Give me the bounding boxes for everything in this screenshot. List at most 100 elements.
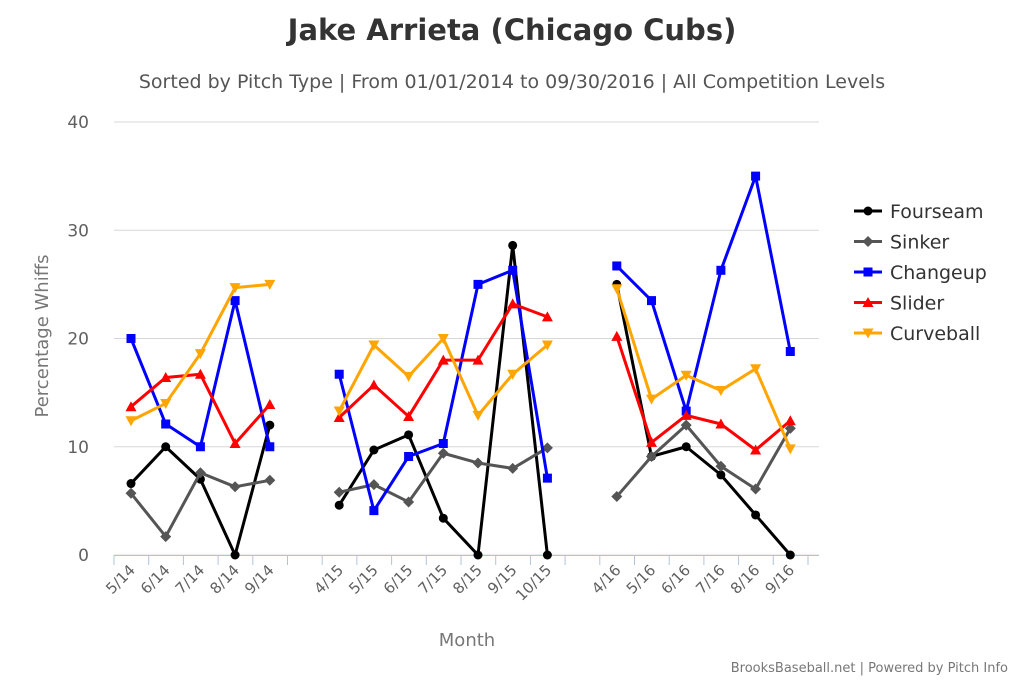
series-sinker — [125, 419, 796, 543]
legend-swatch-marker — [863, 267, 873, 277]
curveball-point — [368, 340, 380, 351]
fourseam-point — [508, 240, 518, 250]
curveball-line — [615, 288, 792, 450]
curveball-point — [541, 340, 553, 351]
sinker-point — [194, 467, 206, 479]
changeup-point — [161, 419, 171, 429]
y-tick-label: 20 — [67, 330, 89, 350]
legend-item-curveball[interactable]: Curveball — [854, 323, 980, 345]
changeup-point — [508, 265, 518, 275]
slider-point — [125, 401, 137, 412]
slider-point — [368, 379, 380, 390]
x-tick-label: 9/16 — [762, 561, 799, 598]
x-tick-label: 5/15 — [345, 561, 382, 598]
legend-swatch-marker — [862, 236, 874, 247]
x-tick-label: 8/15 — [449, 561, 486, 598]
fourseam-point — [681, 442, 691, 452]
legend-label: Slider — [890, 293, 944, 315]
legend-swatch-marker — [862, 297, 874, 307]
fourseam-point — [265, 420, 275, 430]
y-axis-title: Percentage Whiffs — [32, 255, 53, 418]
sinker-line — [615, 423, 792, 498]
fourseam-point — [369, 445, 379, 455]
x-tick-label: 9/14 — [241, 561, 278, 598]
sinker-point — [472, 457, 484, 469]
changeup-point — [785, 346, 795, 356]
curveball-point — [507, 369, 519, 380]
fourseam-point — [751, 510, 761, 520]
fourseam-point — [404, 430, 414, 440]
x-tick-label: 4/15 — [310, 561, 347, 598]
slider-point — [784, 415, 796, 426]
fourseam-point — [161, 442, 171, 452]
changeup-point — [542, 473, 552, 483]
curveball-point — [472, 410, 484, 421]
sinker-point — [541, 442, 553, 454]
sinker-point — [333, 486, 345, 498]
x-tick-label: 7/16 — [692, 561, 729, 598]
chart-title: Jake Arrieta (Chicago Cubs) — [286, 13, 737, 47]
slider-point — [229, 438, 241, 449]
slider-point — [160, 371, 172, 382]
slider-point — [750, 444, 762, 455]
y-tick-labels: 0 10 20 30 40 — [67, 113, 89, 566]
legend-label: Fourseam — [890, 201, 983, 223]
y-tick-label: 10 — [67, 438, 89, 458]
sinker-point — [680, 419, 692, 431]
legend-item-slider[interactable]: Slider — [854, 293, 944, 315]
series-curveball — [125, 279, 796, 455]
fourseam-point — [126, 479, 136, 489]
slider-point — [437, 354, 449, 365]
x-tick-label: 6/16 — [657, 561, 694, 598]
slider-point — [472, 354, 484, 365]
slider-point — [403, 410, 415, 421]
series-changeup — [126, 171, 795, 516]
changeup-point — [404, 451, 414, 461]
curveball-point — [160, 398, 172, 409]
sinker-point — [403, 496, 415, 508]
chart-subtitle: Sorted by Pitch Type | From 01/01/2014 t… — [139, 71, 885, 93]
series-group — [125, 171, 796, 560]
legend-item-fourseam[interactable]: Fourseam — [854, 201, 983, 223]
legend: Fourseam Sinker Changeup Slider Curveball — [854, 201, 987, 345]
y-tick-label: 40 — [67, 113, 89, 133]
slider-point — [194, 368, 206, 379]
slider-point — [611, 330, 623, 341]
fourseam-point — [438, 513, 448, 523]
x-tick-label: 7/14 — [172, 561, 209, 598]
legend-item-changeup[interactable]: Changeup — [854, 262, 987, 284]
sinker-point — [229, 481, 241, 493]
curveball-point — [403, 371, 415, 382]
sinker-point — [611, 491, 623, 503]
changeup-point — [369, 506, 379, 516]
sinker-point — [437, 447, 449, 459]
sinker-point — [646, 450, 657, 462]
changeup-point — [716, 265, 726, 275]
x-tick-label: 6/14 — [137, 561, 174, 598]
changeup-point — [230, 296, 240, 306]
x-tick-label: 4/16 — [588, 561, 625, 598]
changeup-point — [647, 296, 656, 306]
fourseam-point — [785, 550, 795, 560]
slider-point — [715, 418, 727, 429]
fourseam-point — [716, 470, 726, 480]
curveball-point — [264, 279, 276, 290]
changeup-point — [334, 369, 344, 379]
slider-point — [680, 409, 692, 420]
slider-point — [541, 311, 553, 322]
legend-item-sinker[interactable]: Sinker — [854, 232, 949, 254]
legend-swatch-marker — [863, 206, 873, 216]
sinker-point — [784, 422, 796, 434]
sinker-point — [368, 479, 380, 491]
x-axis: 5/146/147/148/149/14 4/155/156/157/158/15… — [102, 555, 819, 604]
x-tick-label: 6/15 — [380, 561, 417, 598]
changeup-line — [615, 174, 792, 413]
changeup-point — [195, 442, 205, 452]
x-tick-label: 8/16 — [727, 561, 764, 598]
series-fourseam — [126, 240, 795, 560]
credit-text: BrooksBaseball.net | Powered by Pitch In… — [731, 661, 1008, 676]
fourseam-point — [473, 550, 483, 560]
curveball-point — [125, 416, 137, 427]
changeup-point — [473, 279, 483, 289]
